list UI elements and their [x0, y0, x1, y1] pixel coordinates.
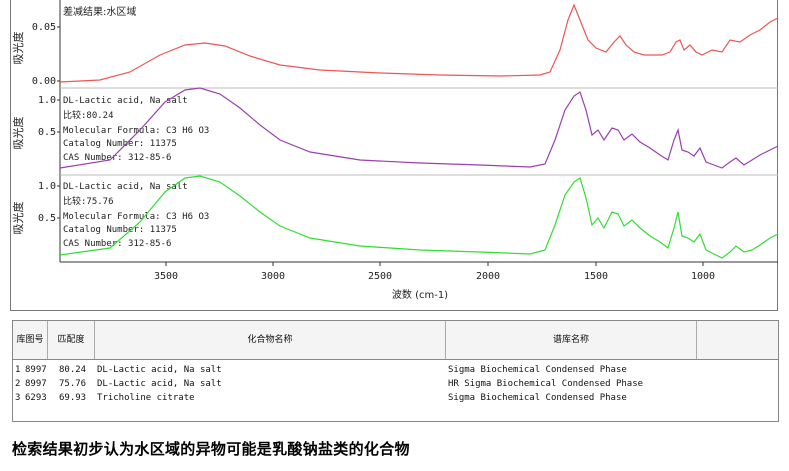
window-bottom-border: [10, 310, 778, 311]
panel-1-ytick: 0.00: [32, 76, 56, 87]
panel-2-info-line: Molecular Formula: C3 H6 O3: [63, 126, 209, 136]
table-row[interactable]: 1 8997 80.24 DL-Lactic acid, Na salt Sig…: [13, 363, 778, 377]
window-right-border: [777, 0, 778, 310]
panel-3-info-line: Molecular Formula: C3 H6 O3: [63, 212, 209, 222]
window-left-border: [10, 0, 11, 310]
row-compound: DL-Lactic acid, Na salt: [97, 365, 222, 375]
x-tick-label: 3500: [154, 271, 178, 282]
row-number: 2: [15, 379, 21, 389]
panel-1-ylabel: 吸光度: [11, 32, 25, 65]
panel-3-ylabel: 吸光度: [11, 202, 25, 235]
search-results-table[interactable]: 库图号 匹配度 化合物名称 谱库名称 1 8997 80.24 DL-Lacti…: [12, 320, 779, 422]
row-library: Sigma Biochemical Condensed Phase: [448, 365, 627, 375]
row-number: 1: [15, 365, 21, 375]
table-row[interactable]: 3 6293 69.93 Tricholine citrate Sigma Bi…: [13, 391, 778, 405]
x-tick-label: 3000: [261, 271, 285, 282]
row-library: HR Sigma Biochemical Condensed Phase: [448, 379, 644, 389]
caption-text: 检索结果初步认为水区域的异物可能是乳酸钠盐类的化合物: [12, 440, 410, 458]
panel-3-info-line: CAS Number: 312-85-6: [63, 239, 171, 249]
header-match[interactable]: 匹配度: [48, 321, 95, 359]
row-compound: Tricholine citrate: [97, 393, 195, 403]
panel-2-spectrum-line: [59, 87, 779, 169]
panel-1-title: 差减结果:水区域: [63, 5, 136, 18]
row-match: 69.93: [59, 393, 87, 403]
row-library: Sigma Biochemical Condensed Phase: [448, 393, 627, 403]
row-match: 80.24: [59, 365, 87, 375]
panel-3-info-line: Catalog Number: 11375: [63, 225, 177, 235]
row-compound: DL-Lactic acid, Na salt: [97, 379, 222, 389]
panel-3-info-line: 比较:75.76: [63, 195, 114, 207]
panel-1-spectrum-line: [59, 3, 779, 83]
panel-1-ytick: 0.05: [32, 22, 56, 33]
panel-2-info-line: Catalog Number: 11375: [63, 139, 177, 149]
header-library[interactable]: 谱库名称: [446, 321, 697, 359]
table-header: 库图号 匹配度 化合物名称 谱库名称: [13, 321, 778, 360]
panel-2-ytick: 0.5: [38, 127, 56, 138]
x-tick-label: 1000: [691, 271, 715, 282]
spectrum-plot[interactable]: 吸光度 0.05 0.00 差减结果:水区域 吸光度 1.0 0.5 DL-La…: [0, 0, 779, 310]
x-tick-label: 2000: [476, 271, 500, 282]
row-number: 3: [15, 393, 21, 403]
row-library-id: 6293: [25, 393, 47, 403]
panel-2-ytick: 1.0: [38, 95, 56, 106]
row-library-id: 8997: [25, 365, 47, 375]
panel-2-info-line: CAS Number: 312-85-6: [63, 153, 171, 163]
row-match: 75.76: [59, 379, 87, 389]
x-tick-label: 1500: [584, 271, 608, 282]
x-tick-label: 2500: [368, 271, 392, 282]
x-axis-label: 波数 (cm-1): [392, 288, 448, 301]
row-library-id: 8997: [25, 379, 47, 389]
panel-3-spectrum-line: [59, 175, 779, 259]
panel-2-title: DL-Lactic acid, Na salt: [63, 96, 188, 106]
panel-2-ylabel: 吸光度: [11, 117, 25, 150]
panel-3-title: DL-Lactic acid, Na salt: [63, 182, 188, 192]
panel-2-info-line: 比较:80.24: [63, 109, 114, 121]
header-index[interactable]: 库图号: [13, 321, 48, 359]
header-compound[interactable]: 化合物名称: [95, 321, 446, 359]
panel-3-ytick: 1.0: [38, 181, 56, 192]
table-row[interactable]: 2 8997 75.76 DL-Lactic acid, Na salt HR …: [13, 377, 778, 391]
panel-3-ytick: 0.5: [38, 213, 56, 224]
